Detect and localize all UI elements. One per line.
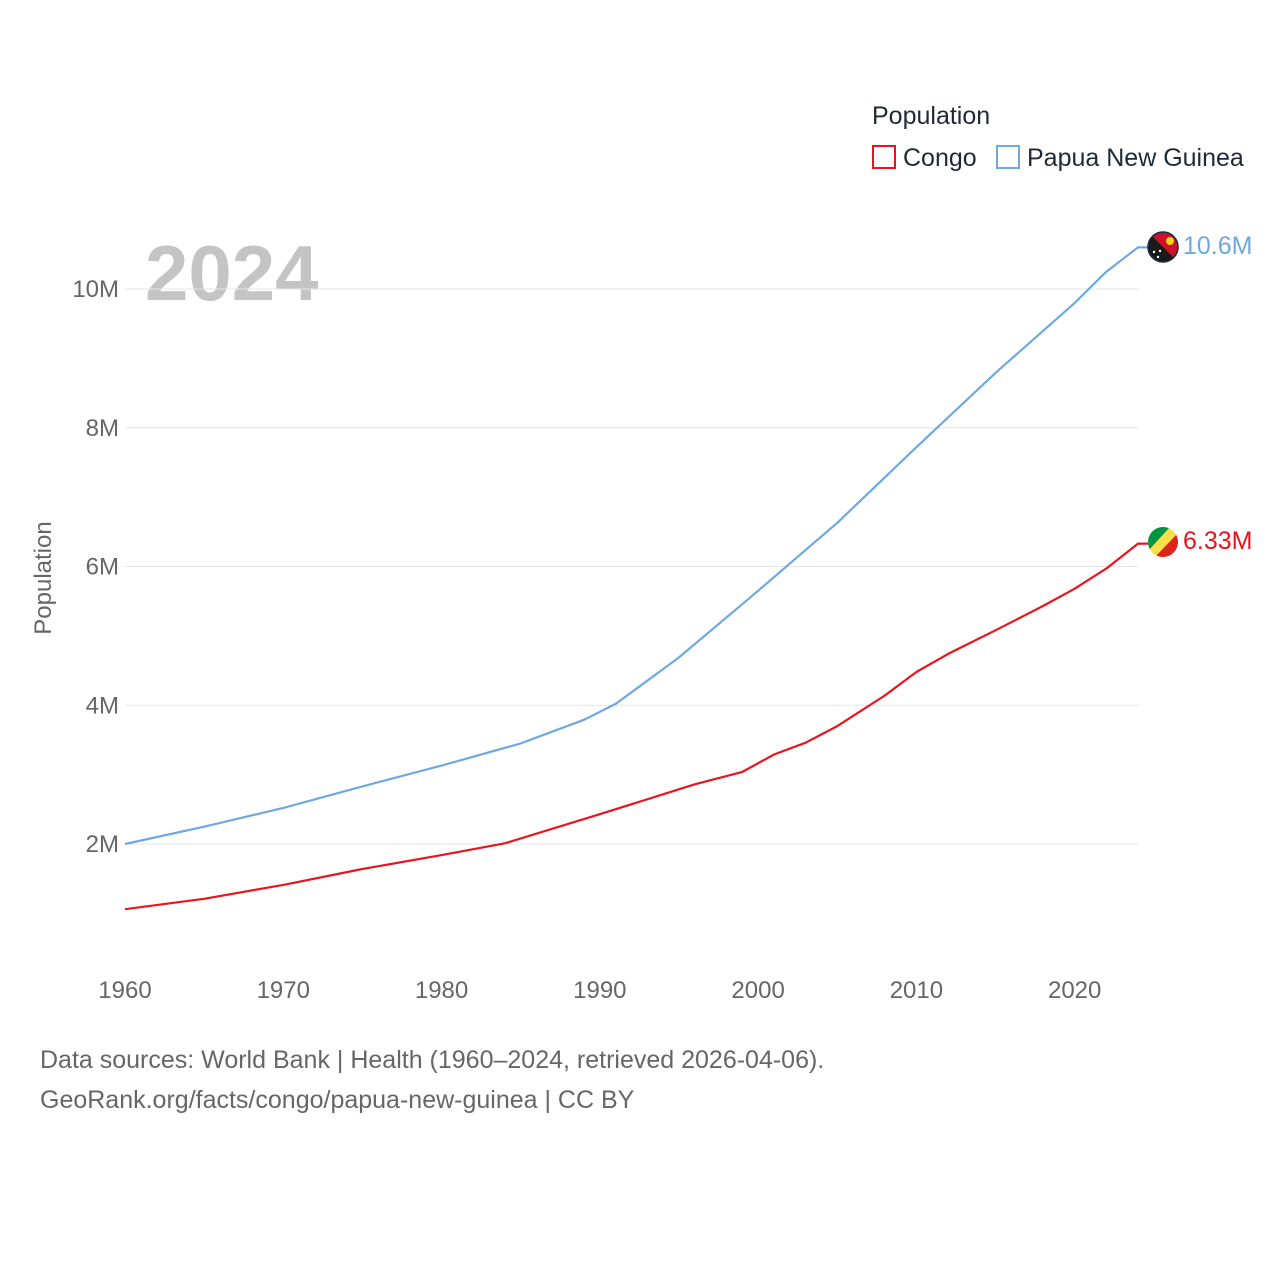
papua-new-guinea-flag-icon [1147, 231, 1179, 263]
attribution-link[interactable]: GeoRank.org/facts/congo/papua-new-guinea… [40, 1086, 635, 1114]
legend-label-congo: Congo [903, 144, 977, 172]
legend-title: Population [872, 102, 990, 130]
gridlines [125, 288, 1138, 845]
series-line-papua-new-guinea[interactable] [124, 246, 1148, 846]
y-tick-label: 4M [86, 692, 119, 719]
series-lines [124, 246, 1148, 911]
x-tick-label: 1990 [573, 977, 626, 1004]
y-axis-title: Population [30, 521, 57, 634]
end-label-congo: 6.33M [1183, 527, 1252, 555]
legend-item-congo[interactable]: Congo [872, 144, 977, 172]
congo-flag-icon [1148, 527, 1178, 557]
x-tick-label: 2000 [731, 977, 784, 1004]
x-tick-label: 1960 [98, 977, 151, 1004]
series-line-congo[interactable] [124, 542, 1148, 911]
y-tick-label: 6M [86, 554, 119, 581]
x-tick-label: 2010 [890, 977, 943, 1004]
y-tick-label: 8M [86, 415, 119, 442]
legend-item-papua-new-guinea[interactable]: Papua New Guinea [996, 144, 1244, 172]
footer: Data sources: World Bank | Health (1960–… [40, 1040, 824, 1120]
x-tick-label: 2020 [1048, 977, 1101, 1004]
data-sources-note: Data sources: World Bank | Health (1960–… [40, 1046, 825, 1074]
legend-swatch-papua-new-guinea [996, 145, 1020, 169]
year-watermark: 2024 [145, 229, 319, 317]
legend-label-papua-new-guinea: Papua New Guinea [1027, 144, 1244, 172]
y-tick-label: 10M [72, 276, 119, 303]
population-chart: Population Congo Papua New Guinea 2024 P… [30, 102, 1252, 1004]
x-axis-ticks: 1960 1970 1980 1990 2000 2010 2020 [98, 977, 1101, 1004]
end-label-papua-new-guinea: 10.6M [1183, 232, 1252, 260]
x-tick-label: 1980 [415, 977, 468, 1004]
legend-swatch-congo [872, 145, 896, 169]
y-axis-ticks: 2M 4M 6M 8M 10M [72, 276, 119, 858]
x-tick-label: 1970 [257, 977, 310, 1004]
y-tick-label: 2M [86, 831, 119, 858]
